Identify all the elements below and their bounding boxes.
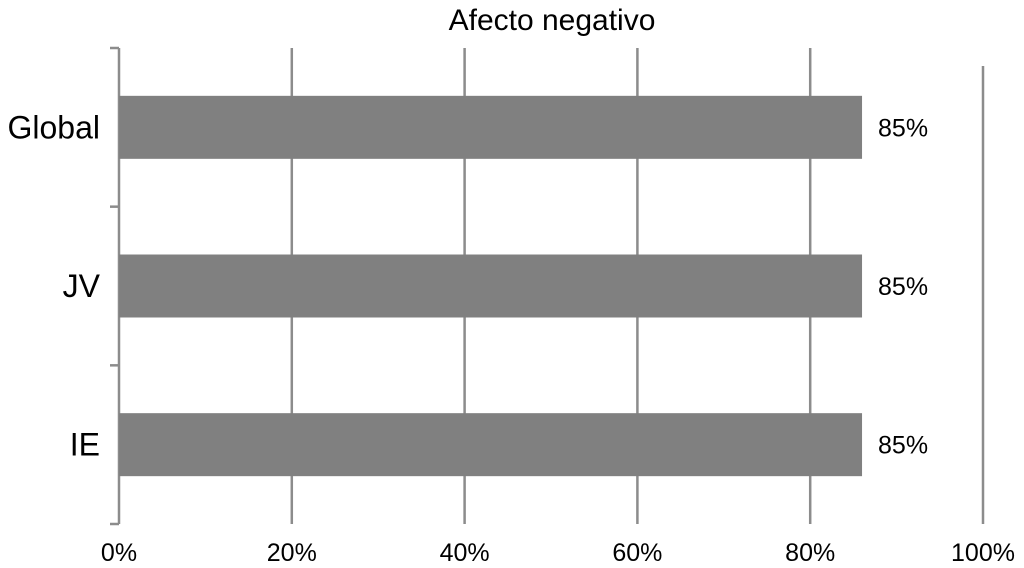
chart-title: Afecto negativo [449, 4, 656, 37]
category-label: Global [8, 109, 101, 145]
bars [119, 95, 863, 477]
x-tick-label: 80% [785, 539, 835, 567]
labels: 0% 20% 40% 60% 80% 100% Global 85% JV 85% IE 85% [8, 109, 1015, 567]
x-tick-label: 100% [951, 539, 1015, 567]
x-tick-label: 20% [267, 539, 317, 567]
bar [119, 95, 863, 159]
category-label: IE [70, 427, 100, 463]
x-tick-label: 0% [101, 539, 137, 567]
bar [119, 254, 863, 318]
category-axis [110, 46, 121, 526]
data-label: 85% [878, 273, 928, 301]
category-label: JV [63, 268, 101, 304]
x-tick-label: 40% [440, 539, 490, 567]
data-label: 85% [878, 432, 928, 460]
data-label: 85% [878, 114, 928, 142]
bar [119, 413, 863, 477]
x-tick-label: 60% [612, 539, 662, 567]
